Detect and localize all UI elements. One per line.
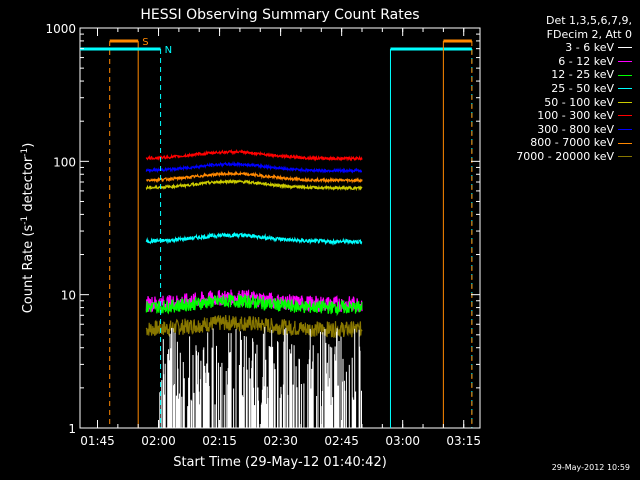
y-axis-label: Count Rate (s-1 detector-1) bbox=[20, 143, 36, 314]
legend-header-detectors: Det 1,3,5,6,7,9, bbox=[545, 14, 632, 27]
x-tick-label: 02:00 bbox=[141, 434, 176, 448]
x-axis-label: Start Time (29-May-12 01:40:42) bbox=[173, 455, 387, 470]
series-line bbox=[145, 314, 363, 339]
x-tick-label: 03:15 bbox=[446, 434, 481, 448]
legend-item-swatch bbox=[618, 61, 632, 63]
y-tick-label: 100 bbox=[53, 155, 76, 169]
footer-date: 29-May-2012 10:59 bbox=[551, 463, 630, 472]
legend-item-label: 7000 - 20000 keV bbox=[516, 149, 614, 163]
legend-item: 300 - 800 keV bbox=[482, 123, 632, 137]
x-tick-label: 02:30 bbox=[263, 434, 298, 448]
legend-item-label: 100 - 300 keV bbox=[537, 109, 614, 123]
legend-item: 25 - 50 keV bbox=[482, 82, 632, 96]
legend-item: 7000 - 20000 keV bbox=[482, 150, 632, 164]
series-line bbox=[145, 148, 363, 162]
x-tick-label: 01:45 bbox=[80, 434, 115, 448]
legend-header-decimation: FDecim 2, Att 0 bbox=[546, 27, 632, 41]
legend-item: 12 - 25 keV bbox=[482, 68, 632, 82]
marker-label: N bbox=[165, 45, 172, 56]
plot-frame bbox=[79, 27, 481, 429]
legend-item-swatch bbox=[618, 88, 632, 90]
legend-item: 6 - 12 keV bbox=[482, 55, 632, 69]
y-tick-label: 1000 bbox=[45, 22, 76, 36]
legend-item-label: 6 - 12 keV bbox=[558, 54, 614, 68]
legend-item-swatch bbox=[618, 47, 632, 49]
legend-item-swatch bbox=[618, 129, 632, 131]
legend-item-swatch bbox=[618, 101, 632, 103]
series-layer bbox=[145, 148, 363, 428]
legend-item-label: 300 - 800 keV bbox=[537, 122, 614, 136]
marker-layer: SN bbox=[80, 37, 473, 428]
chart-title: HESSI Observing Summary Count Rates bbox=[140, 7, 419, 23]
legend-item-swatch bbox=[618, 74, 632, 76]
legend-item-swatch bbox=[618, 156, 632, 158]
x-tick-label: 02:45 bbox=[324, 434, 359, 448]
series-line bbox=[145, 231, 363, 246]
legend-item-label: 25 - 50 keV bbox=[551, 81, 614, 95]
series-line bbox=[145, 293, 363, 317]
series-line bbox=[145, 160, 363, 174]
x-tick-label: 03:00 bbox=[385, 434, 420, 448]
marker-label: S bbox=[142, 37, 148, 48]
legend-item-swatch bbox=[618, 115, 632, 117]
legend-item-label: 800 - 7000 keV bbox=[530, 136, 614, 150]
y-tick-label: 10 bbox=[61, 289, 76, 303]
axis-layer: 01:45 02:00 02:15 02:30 02:45 03:00 03:15 1 10 10… bbox=[45, 22, 481, 448]
legend-item: 800 - 7000 keV bbox=[482, 136, 632, 150]
legend-item: 100 - 300 keV bbox=[482, 109, 632, 123]
x-tick-label: 02:15 bbox=[202, 434, 237, 448]
legend: Det 1,3,5,6,7,9, FDecim 2, Att 0 3 - 6 k… bbox=[482, 14, 632, 164]
legend-item: 50 - 100 keV bbox=[482, 96, 632, 110]
series-line bbox=[146, 170, 363, 184]
legend-item-swatch bbox=[618, 142, 632, 144]
legend-item-label: 3 - 6 keV bbox=[565, 41, 614, 55]
legend-item-label: 12 - 25 keV bbox=[551, 68, 614, 82]
series-line bbox=[145, 178, 363, 192]
series-line bbox=[159, 327, 362, 428]
legend-item-label: 50 - 100 keV bbox=[544, 95, 614, 109]
legend-item: 3 - 6 keV bbox=[482, 41, 632, 55]
y-tick-label: 1 bbox=[68, 422, 76, 436]
